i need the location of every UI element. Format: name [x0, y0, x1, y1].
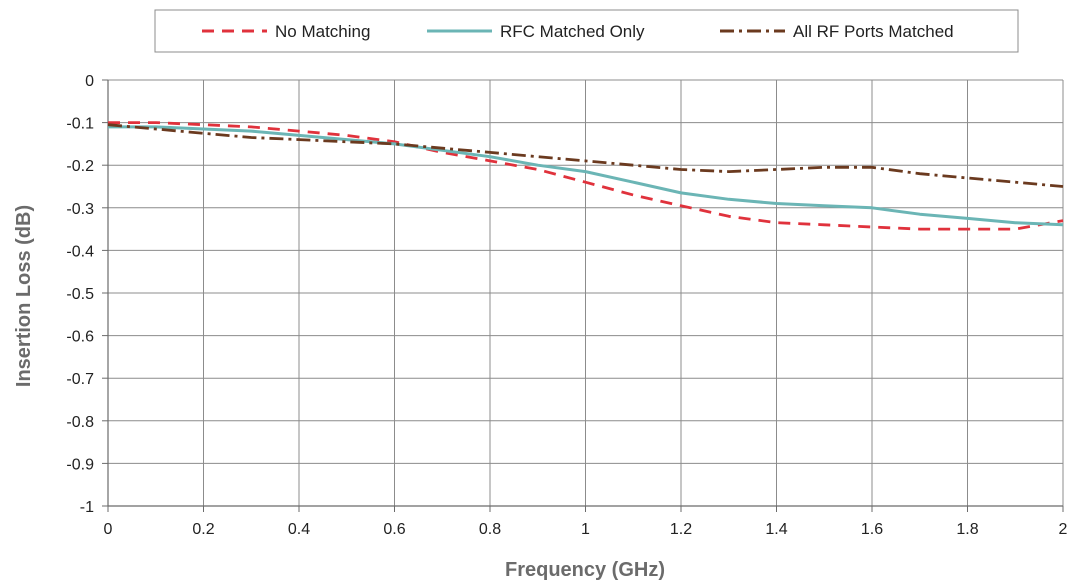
x-tick-label: 0.6: [383, 521, 405, 538]
y-tick-label: -1: [80, 499, 94, 516]
x-tick-label: 2: [1059, 521, 1068, 538]
y-tick-label: 0: [85, 73, 94, 90]
x-tick-label: 0.8: [479, 521, 501, 538]
x-tick-label: 1.6: [861, 521, 883, 538]
y-tick-label: -0.2: [66, 158, 94, 175]
gridlines: [107, 79, 1064, 507]
y-tick-label: -0.5: [66, 286, 94, 303]
y-tick-label: -0.7: [66, 371, 94, 388]
y-tick-label: -0.4: [66, 243, 94, 260]
legend-label: RFC Matched Only: [500, 22, 645, 41]
x-tick-label: 0: [104, 521, 113, 538]
series-layer: [107, 121, 1064, 231]
y-tick-label: -0.1: [66, 116, 94, 133]
y-tick-label: -0.9: [66, 456, 94, 473]
x-axis: 0 0.2 0.4 0.6 0.8 1 1.2 1.4 1.6 1.8 2: [104, 506, 1068, 538]
y-axis: 0 -0.1 -0.2 -0.3 -0.4 -0.5 -0.6 -0.7 -0.8 -0.9 -1: [66, 73, 108, 516]
legend-label: All RF Ports Matched: [793, 22, 954, 41]
y-tick-label: -0.3: [66, 201, 94, 218]
x-tick-label: 1.8: [956, 521, 978, 538]
series-line-all-rf-ports-matched: [107, 123, 1064, 188]
series-line-rfc-matched-only: [108, 125, 1064, 227]
x-tick-label: 1: [581, 521, 590, 538]
y-tick-label: -0.6: [66, 329, 94, 346]
legend-label: No Matching: [275, 22, 370, 41]
x-axis-title: Frequency (GHz): [505, 559, 665, 581]
legend-box: [154, 9, 1019, 53]
x-tick-label: 0.4: [288, 521, 310, 538]
x-tick-label: 1.2: [670, 521, 692, 538]
legend: No Matching RFC Matched Only All RF Ports …: [154, 9, 1019, 53]
y-axis-title: Insertion Loss (dB): [13, 205, 35, 387]
x-tick-label: 1.4: [765, 521, 787, 538]
x-tick-label: 0.2: [192, 521, 214, 538]
y-tick-label: -0.8: [66, 414, 94, 431]
series-line-no-matching: [108, 121, 1064, 231]
